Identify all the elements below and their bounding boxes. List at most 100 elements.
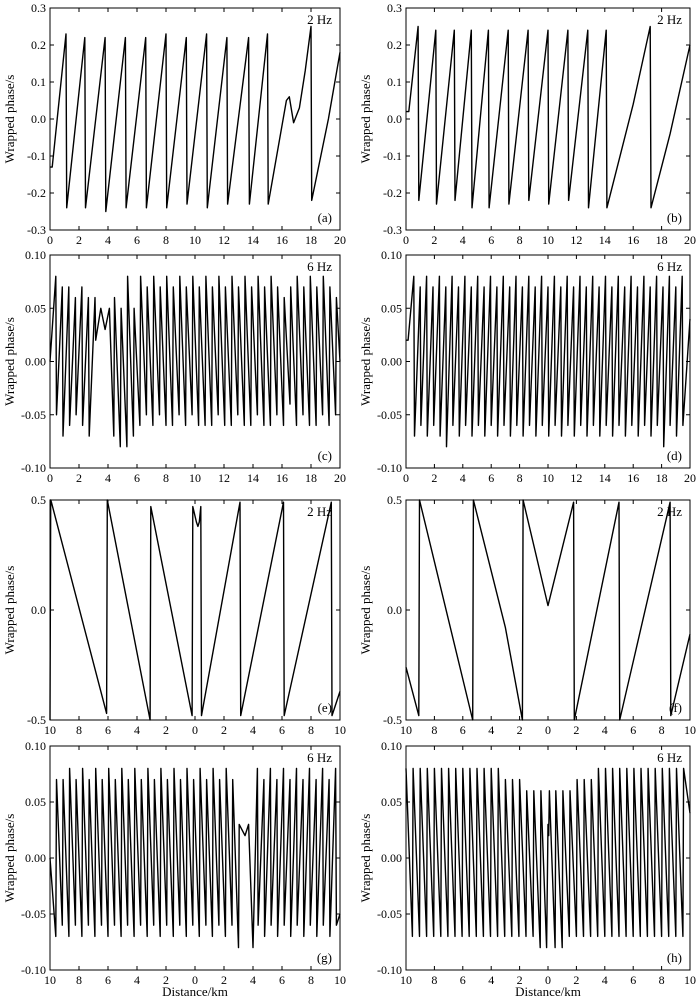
x-tick-label: 14 xyxy=(599,471,611,485)
x-tick-label: 18 xyxy=(656,471,668,485)
x-tick-label: 6 xyxy=(105,723,111,737)
y-tick-label: -0.05 xyxy=(21,408,46,422)
y-tick-label: 0.05 xyxy=(25,301,46,315)
x-tick-label: 12 xyxy=(570,471,582,485)
x-tick-label: 0 xyxy=(403,471,409,485)
y-tick-label: -0.1 xyxy=(27,149,46,163)
panel-label: (b) xyxy=(667,210,682,225)
x-tick-label: 4 xyxy=(250,973,256,987)
panel-label: (f) xyxy=(669,700,682,715)
y-axis-label: Wrapped phase/s xyxy=(2,75,17,164)
x-tick-label: 8 xyxy=(76,973,82,987)
x-tick-label: 8 xyxy=(76,723,82,737)
x-tick-label: 12 xyxy=(218,233,230,247)
x-tick-label: 8 xyxy=(308,973,314,987)
panel-label: (e) xyxy=(318,700,332,715)
x-tick-label: 6 xyxy=(460,973,466,987)
frequency-label: 2 Hz xyxy=(657,12,682,27)
y-tick-label: 0.00 xyxy=(381,355,402,369)
plot-frame xyxy=(405,499,691,721)
x-tick-label: 20 xyxy=(334,471,346,485)
panel-g: 10 8 6 4 2 0 2 4 6 8 10 0.10 0.05 0.00 -0.05 -0.10 Wrapp… xyxy=(2,739,346,999)
x-tick-label: 6 xyxy=(630,973,636,987)
panel-f: 10 8 6 4 2 0 2 4 6 8 10 0.5 0.0 -0.5 Wrapped phase/s 2 … xyxy=(358,493,696,737)
series-line xyxy=(50,25,341,213)
y-tick-label: 0.1 xyxy=(31,75,46,89)
panel-label: (g) xyxy=(317,950,332,965)
series-line xyxy=(49,275,341,448)
x-tick-label: 8 xyxy=(659,973,665,987)
x-tick-label: 20 xyxy=(684,471,696,485)
x-tick-label: 2 xyxy=(163,723,169,737)
panel-a: 0 2 4 6 8 10 12 14 16 18 20 0.3 0.2 0.1 0.0 -0.1 -0.2 -0.… xyxy=(2,1,346,247)
series-line xyxy=(405,499,691,721)
y-tick-label: -0.5 xyxy=(27,713,46,727)
y-tick-label: 0.05 xyxy=(25,795,46,809)
x-tick-label: 6 xyxy=(105,973,111,987)
x-tick-label: 4 xyxy=(488,973,494,987)
x-tick-label: 10 xyxy=(684,723,696,737)
y-tick-label: 0.10 xyxy=(381,739,402,753)
x-tick-label: 10 xyxy=(684,973,696,987)
y-tick-label: -0.05 xyxy=(21,907,46,921)
x-tick-label: 8 xyxy=(431,973,437,987)
x-tick-label: 6 xyxy=(488,471,494,485)
x-tick-label: 14 xyxy=(247,233,259,247)
frequency-label: 2 Hz xyxy=(307,504,332,519)
y-tick-label: 0.00 xyxy=(25,355,46,369)
x-tick-label: 2 xyxy=(573,723,579,737)
y-tick-label: -0.05 xyxy=(377,408,402,422)
x-tick-label: 4 xyxy=(134,723,140,737)
x-tick-label: 0 xyxy=(47,233,53,247)
x-tick-label: 2 xyxy=(221,973,227,987)
y-tick-label: 0.10 xyxy=(25,248,46,262)
y-tick-label: 0.00 xyxy=(381,851,402,865)
y-tick-label: -0.10 xyxy=(377,461,402,475)
panel-e: 10 8 6 4 2 0 2 4 6 8 10 0.5 0.0 -0.5 Wrapped phase/s 2 … xyxy=(2,493,346,737)
x-tick-label: 8 xyxy=(517,471,523,485)
frequency-label: 2 Hz xyxy=(307,12,332,27)
x-tick-label: 10 xyxy=(44,723,56,737)
x-tick-label: 18 xyxy=(305,471,317,485)
y-tick-label: -0.2 xyxy=(27,186,46,200)
x-tick-label: 10 xyxy=(44,973,56,987)
y-tick-label: 0.3 xyxy=(31,1,46,15)
panel-d: 0 2 4 6 8 10 12 14 16 18 20 0.10 0.05 0.00 -0.05 -0.10 W… xyxy=(358,248,696,485)
x-tick-label: 0 xyxy=(403,233,409,247)
y-tick-label: -0.3 xyxy=(27,223,46,237)
x-tick-label: 16 xyxy=(276,233,288,247)
frequency-label: 2 Hz xyxy=(657,504,682,519)
x-tick-label: 4 xyxy=(460,233,466,247)
frequency-label: 6 Hz xyxy=(307,259,332,274)
y-axis-label: Wrapped phase/s xyxy=(2,566,17,655)
x-tick-label: 2 xyxy=(431,233,437,247)
x-tick-label: 8 xyxy=(431,723,437,737)
x-tick-label: 20 xyxy=(684,233,696,247)
y-tick-label: 0.10 xyxy=(381,248,402,262)
x-tick-label: 10 xyxy=(400,973,412,987)
x-tick-label: 0 xyxy=(545,723,551,737)
x-tick-label: 10 xyxy=(334,973,346,987)
y-tick-label: -0.10 xyxy=(21,461,46,475)
y-axis-label: Wrapped phase/s xyxy=(358,75,373,164)
panel-label: (c) xyxy=(318,448,332,463)
x-tick-label: 4 xyxy=(460,471,466,485)
x-tick-label: 4 xyxy=(105,471,111,485)
y-axis-label: Wrapped phase/s xyxy=(358,566,373,655)
x-tick-label: 0 xyxy=(47,471,53,485)
x-tick-label: 4 xyxy=(488,723,494,737)
panel-label: (h) xyxy=(667,950,682,965)
series-line xyxy=(406,25,691,209)
y-tick-label: -0.2 xyxy=(383,186,402,200)
frequency-label: 6 Hz xyxy=(307,750,332,765)
x-tick-label: 10 xyxy=(189,233,201,247)
series-line xyxy=(49,767,341,949)
y-tick-label: 0.0 xyxy=(387,603,402,617)
y-axis-label: Wrapped phase/s xyxy=(358,317,373,406)
x-tick-label: 18 xyxy=(656,233,668,247)
x-tick-label: 2 xyxy=(573,973,579,987)
x-tick-label: 0 xyxy=(545,973,551,987)
x-tick-label: 8 xyxy=(517,233,523,247)
x-tick-label: 6 xyxy=(630,723,636,737)
x-tick-label: 16 xyxy=(627,471,639,485)
